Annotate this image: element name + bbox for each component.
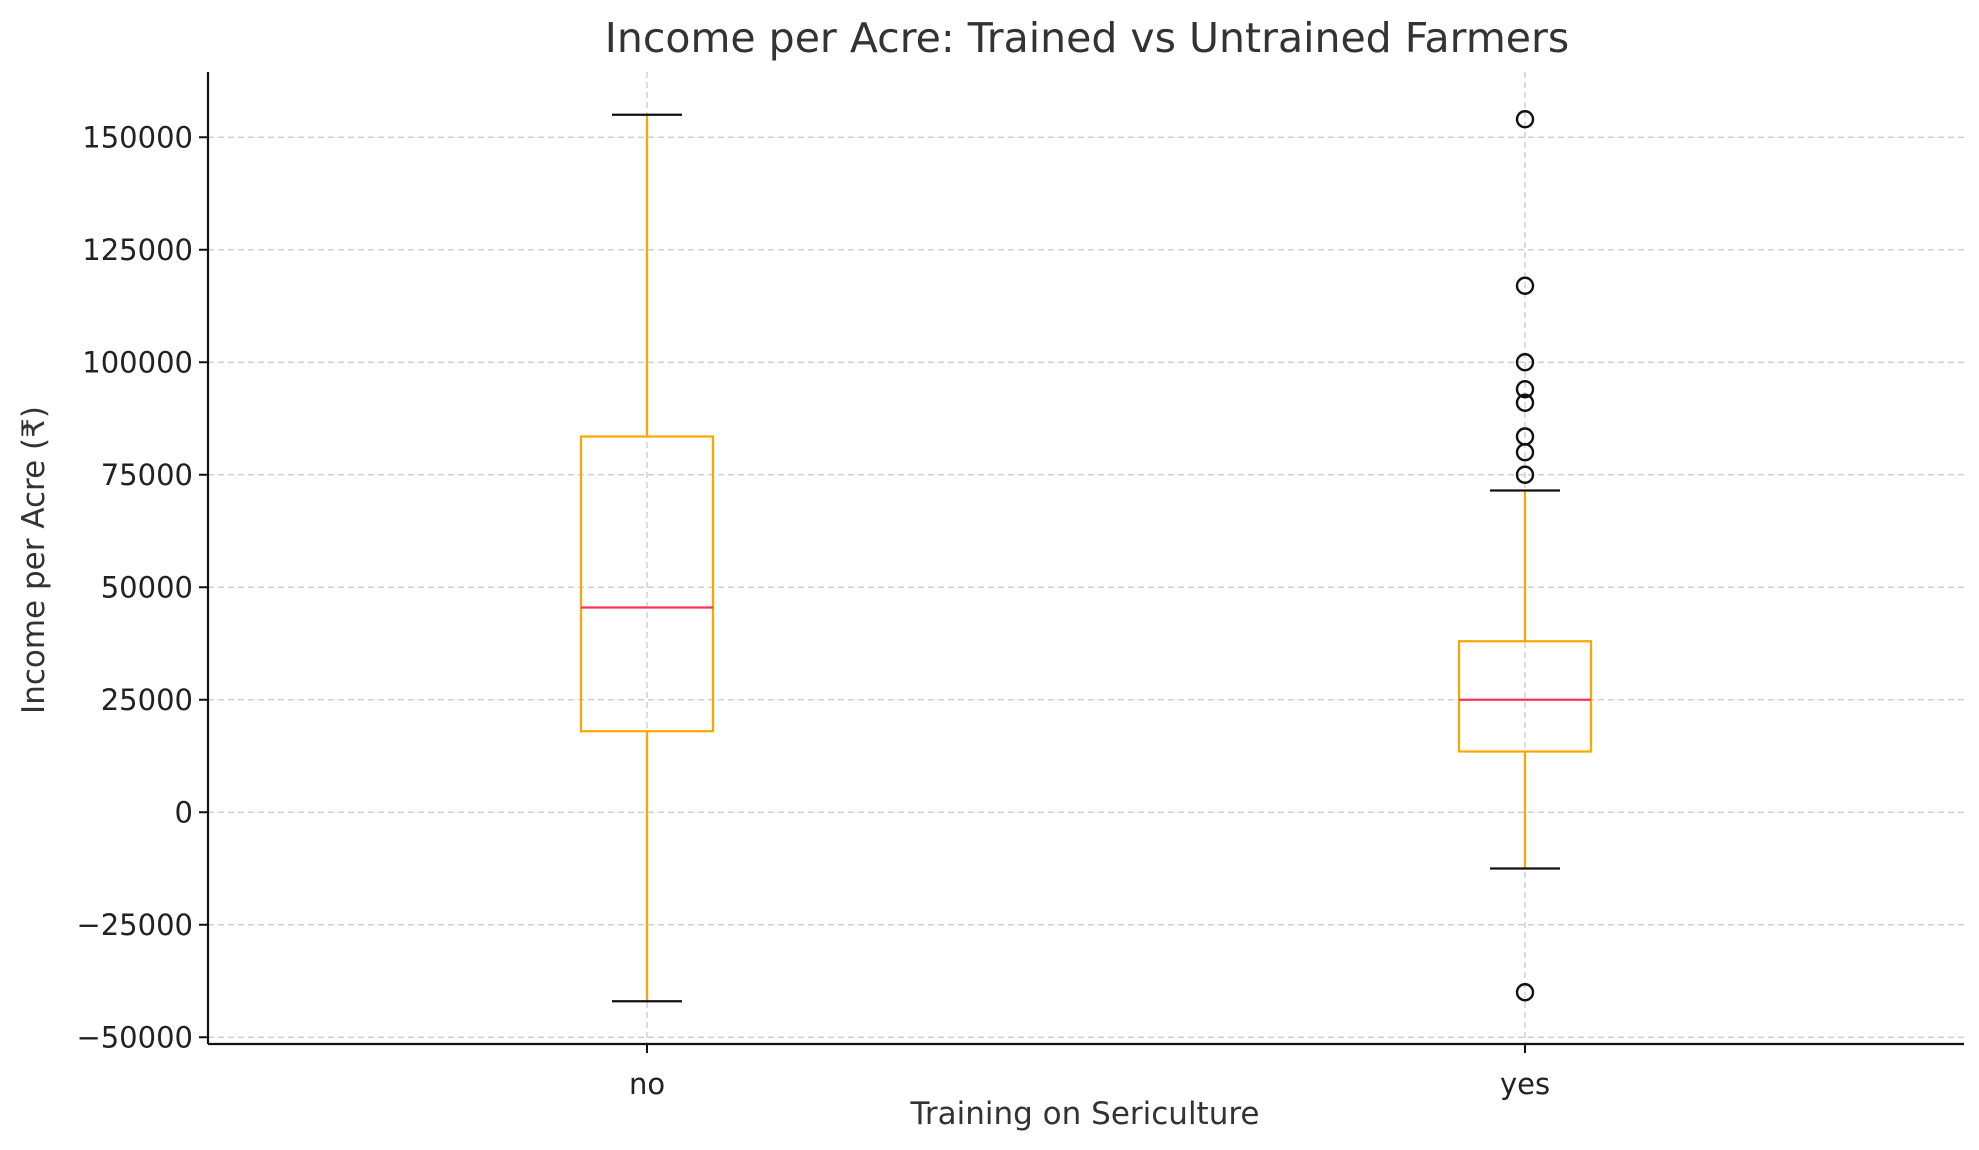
box-series [579, 110, 1593, 1003]
outlier-point [1515, 393, 1535, 412]
outlier-point [1515, 465, 1535, 484]
chart-title: Income per Acre: Trained vs Untrained Fa… [605, 14, 1569, 62]
outlier-point [1515, 380, 1535, 399]
grid-lines [208, 72, 1964, 1044]
y-tick-label: −25000 [76, 908, 193, 942]
box-yes [1457, 110, 1593, 1002]
y-tick-label: 25000 [101, 683, 193, 717]
outlier-point [1515, 443, 1535, 462]
box-no [579, 113, 715, 1003]
axes [199, 72, 1964, 1053]
y-tick-label: −50000 [76, 1020, 193, 1054]
x-tick-label: no [629, 1067, 665, 1101]
tick-labels: −50000 −25000 0 25000 50000 75000 100000 125000… [76, 120, 1550, 1101]
outlier-point [1515, 983, 1535, 1002]
outlier-point [1515, 276, 1535, 295]
y-tick-label: 150000 [82, 120, 193, 154]
iqr-box [579, 435, 715, 733]
y-tick-label: 75000 [101, 458, 193, 492]
outlier-point [1515, 353, 1535, 372]
y-axis-label: Income per Acre (₹) [16, 406, 52, 714]
x-tick-label: yes [1500, 1067, 1550, 1101]
y-tick-label: 125000 [82, 233, 193, 267]
y-tick-label: 0 [175, 795, 193, 829]
y-tick-label: 100000 [82, 345, 193, 379]
y-tick-label: 50000 [101, 570, 193, 604]
outlier-point [1515, 110, 1535, 129]
iqr-box [1457, 640, 1593, 753]
x-axis-label: Training on Sericulture [910, 1096, 1260, 1132]
